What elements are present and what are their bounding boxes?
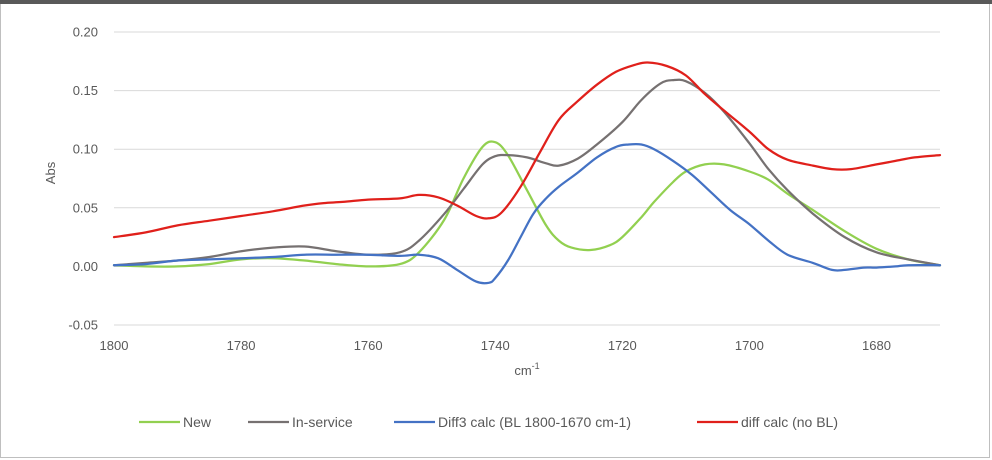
x-tick-label: 1680 xyxy=(862,338,891,353)
y-tick-label: 0.15 xyxy=(73,83,98,98)
legend-label: diff calc (no BL) xyxy=(741,414,838,430)
legend-label: In-service xyxy=(292,414,353,430)
legend-item-diff3-calc-bl-1800-1670-cm-1: Diff3 calc (BL 1800-1670 cm-1) xyxy=(394,414,631,430)
series-lines xyxy=(112,61,942,285)
x-tick-label: 1780 xyxy=(227,338,256,353)
series-line-diff3-calc-bl-1800-1670-cm-1 xyxy=(112,142,942,285)
x-axis-title-superscript: -1 xyxy=(532,361,540,371)
y-tick-label: 0.00 xyxy=(73,259,98,274)
x-tick-label: 1760 xyxy=(354,338,383,353)
legend-label: New xyxy=(183,414,212,430)
y-tick-label: -0.05 xyxy=(68,318,98,333)
legend: New In-service Diff3 calc (BL 1800-1670 cm… xyxy=(139,414,838,430)
x-axis-title: cm-1 xyxy=(514,361,539,378)
x-axis-title-base: cm xyxy=(514,363,531,378)
x-tick-label: 1800 xyxy=(100,338,129,353)
series-line-in-service xyxy=(112,78,942,267)
legend-item-diff-calc-no-bl: diff calc (no BL) xyxy=(697,414,838,430)
legend-item-in-service: In-service xyxy=(248,414,353,430)
legend-label: Diff3 calc (BL 1800-1670 cm-1) xyxy=(438,414,631,430)
x-tick-label: 1700 xyxy=(735,338,764,353)
x-tick-label: 1740 xyxy=(481,338,510,353)
tick-labels: -0.05 0.00 0.05 0.10 0.15 0.20 1800 1780 1760 174… xyxy=(68,25,891,354)
window-top-bar xyxy=(0,0,992,4)
series-line-new xyxy=(112,140,942,268)
y-tick-label: 0.05 xyxy=(73,200,98,215)
y-tick-label: 0.10 xyxy=(73,142,98,157)
legend-item-new: New xyxy=(139,414,212,430)
gridlines xyxy=(114,31,940,326)
y-axis-title: Abs xyxy=(43,161,58,184)
y-tick-label: 0.20 xyxy=(73,25,98,40)
series-line-diff-calc-no-bl xyxy=(112,61,942,239)
x-tick-label: 1720 xyxy=(608,338,637,353)
